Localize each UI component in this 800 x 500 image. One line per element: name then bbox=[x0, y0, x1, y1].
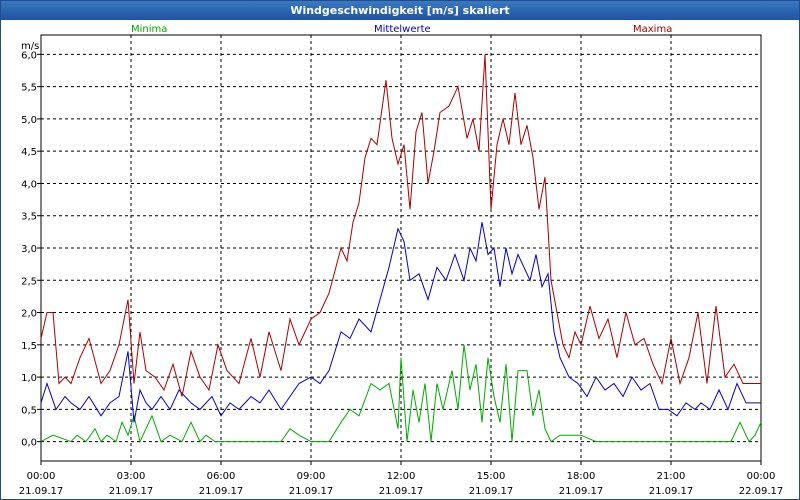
y-tick-label: 6,0 bbox=[21, 50, 37, 61]
x-tick-time: 12:00 bbox=[387, 471, 416, 482]
y-tick-label: 1,0 bbox=[21, 373, 37, 384]
y-tick-label: 1,5 bbox=[21, 341, 37, 352]
y-tick-label: 0,0 bbox=[21, 438, 37, 449]
x-tick-time: 15:00 bbox=[477, 471, 506, 482]
grid-lines bbox=[41, 35, 761, 461]
x-tick-time: 03:00 bbox=[117, 471, 146, 482]
x-tick-date: 21.09.17 bbox=[559, 486, 604, 497]
series-mittelwerte-line bbox=[40, 222, 761, 423]
y-tick-label: 4,0 bbox=[21, 179, 37, 190]
x-tick-date: 21.09.17 bbox=[19, 486, 64, 497]
x-tick-date: 21.09.17 bbox=[199, 486, 244, 497]
x-tick-date: 21.09.17 bbox=[109, 486, 154, 497]
window-title: Windgeschwindigkeit [m/s] skaliert bbox=[1, 1, 799, 20]
legend-maxima: Maxima bbox=[633, 24, 672, 35]
legend-mittelwerte: Mittelwerte bbox=[374, 24, 431, 35]
x-tick-time: 21:00 bbox=[657, 471, 686, 482]
x-tick-date: 21.09.17 bbox=[289, 486, 334, 497]
y-tick-label: 2,0 bbox=[21, 309, 37, 320]
x-tick-time: 18:00 bbox=[567, 471, 596, 482]
series-minima-line bbox=[40, 344, 762, 444]
x-tick-date: 21.09.17 bbox=[649, 486, 694, 497]
y-tick-label: 4,5 bbox=[21, 147, 37, 158]
legend-minima: Minima bbox=[131, 24, 167, 35]
y-tick-label: 5,0 bbox=[21, 115, 37, 126]
x-tick-date: 22.09.17 bbox=[739, 486, 784, 497]
x-tick-date: 21.09.17 bbox=[469, 486, 514, 497]
x-tick-date: 21.09.17 bbox=[379, 486, 424, 497]
x-axis-ticks: 00:00 21.09.17 03:00 21.09.17 06:00 21.09.17 0… bbox=[19, 461, 784, 497]
y-tick-label: 3,5 bbox=[21, 212, 37, 223]
y-tick-label: 2,5 bbox=[21, 276, 37, 287]
series-maxima-line bbox=[40, 54, 761, 397]
y-tick-label: 3,0 bbox=[21, 244, 37, 255]
data-series bbox=[40, 54, 762, 444]
y-tick-label: 5,5 bbox=[21, 83, 37, 94]
x-tick-time: 09:00 bbox=[297, 471, 326, 482]
y-axis-ticks: 6,0 5,5 5,0 4,5 4,0 3,5 3,0 2,5 2,0 1,5 1,0 0,5 0,0 bbox=[21, 50, 41, 449]
y-tick-label: 0,5 bbox=[21, 405, 37, 416]
x-tick-time: 00:00 bbox=[27, 471, 56, 482]
x-tick-time: 00:00 bbox=[747, 471, 776, 482]
y-axis-unit-label: m/s bbox=[21, 41, 39, 52]
x-tick-time: 06:00 bbox=[207, 471, 236, 482]
